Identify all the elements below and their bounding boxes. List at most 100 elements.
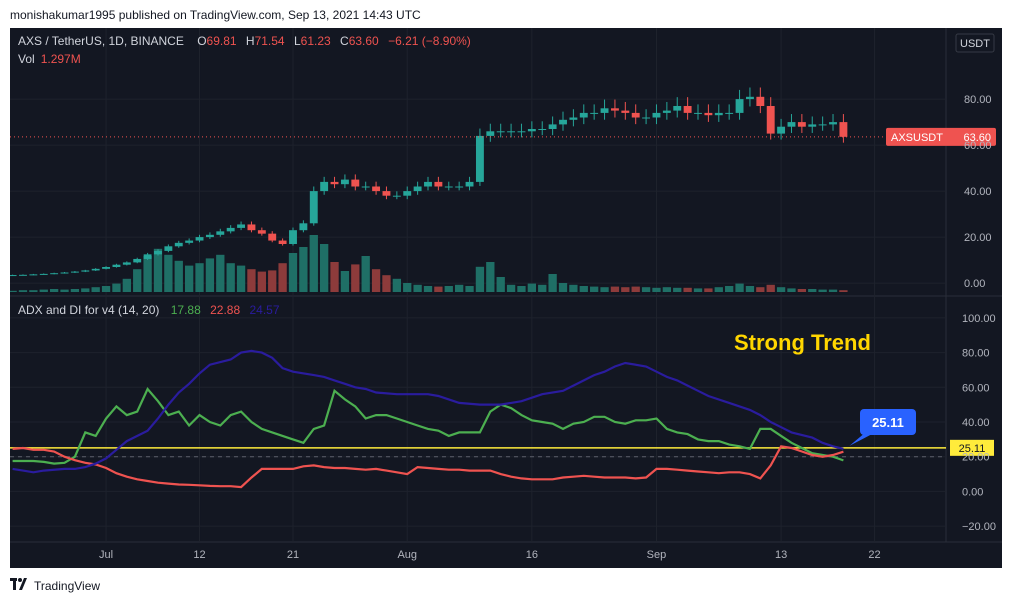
volume-bar [766, 284, 775, 292]
candle-body [704, 112, 713, 116]
volume-bar [714, 287, 723, 292]
candle-body [164, 246, 173, 251]
di-plus-line [12, 386, 844, 465]
candle-body [631, 112, 640, 118]
indicator-tick-label: 40.00 [962, 417, 990, 429]
candle-body [839, 122, 848, 137]
volume-bar [143, 256, 152, 292]
candle-body [517, 131, 526, 133]
candle-body [538, 129, 547, 130]
volume-bar [558, 283, 568, 292]
candle-body [714, 112, 723, 116]
candle-body [392, 195, 401, 197]
publish-header: monishakumar1995 published on TradingVie… [10, 8, 421, 22]
volume-bar [39, 289, 48, 292]
volume-bar [216, 254, 225, 292]
candle-body [797, 122, 806, 127]
time-tick-label: Aug [397, 549, 417, 561]
volume-bar [371, 269, 381, 292]
candle-body [340, 179, 349, 185]
candle-body [662, 110, 671, 113]
volume-bar [506, 284, 516, 292]
footer-brand: TradingView [34, 578, 101, 593]
volume-bar [174, 260, 183, 292]
level-tag-value: 25.11 [959, 443, 986, 455]
candle-body [372, 186, 381, 192]
volume-bar [205, 258, 215, 292]
time-tick-label: 16 [526, 549, 538, 561]
volume-bar [548, 274, 557, 292]
indicator-tick-label: 0.00 [962, 486, 983, 498]
adx-di-lines: 25.11 25.11 [10, 349, 994, 489]
axes-labels: 80.00 60.00 40.00 20.00 0.00 100.00 80.00 60.00… [99, 94, 996, 561]
candle-body [382, 191, 391, 196]
volume-bar [361, 256, 370, 292]
volume-bar [610, 286, 620, 292]
volume-bar [704, 288, 713, 292]
candle-body [50, 273, 59, 275]
volume-bar [101, 286, 111, 292]
candle-body [818, 124, 827, 126]
candle-body [154, 250, 162, 255]
volume-bar [392, 278, 401, 292]
chart-canvas[interactable]: AXSUSDT 63.60 25.11 25.11 80.00 60.00 40.002… [8, 28, 1002, 568]
price-tick-label: 60.00 [964, 140, 992, 152]
volume-bar [465, 286, 474, 292]
volume-bar [423, 286, 433, 292]
volume-bar [319, 244, 329, 292]
candle-body [777, 126, 786, 134]
volume-bar [112, 283, 121, 292]
candlesticks: AXSUSDT 63.60 [8, 87, 996, 277]
candle-body [756, 96, 765, 106]
volume-bar [662, 287, 672, 292]
volume-bar [351, 264, 360, 292]
candle-body [185, 240, 194, 243]
candle-body [133, 258, 142, 263]
volume-bar [683, 287, 692, 292]
volume-bar [444, 286, 453, 292]
volume-bar [673, 287, 682, 292]
volume-bar [184, 265, 194, 292]
indicator-tick-label: 80.00 [962, 348, 990, 360]
volume-bar [278, 263, 287, 292]
candle-body [309, 191, 318, 224]
candle-body [361, 186, 370, 188]
price-tag-symbol: AXSUSDT [891, 132, 943, 144]
currency-button[interactable]: USDT [955, 33, 995, 53]
legend-line: AXS / TetherUS, 1D, BINANCE O69.81 H71.5… [18, 34, 471, 48]
indicator-legend: ADX and DI for v4 (14, 20) 17.88 22.88 2… [18, 303, 280, 317]
volume-bar [268, 270, 277, 292]
chart-frame[interactable]: AXSUSDT 63.60 25.11 25.11 80.00 60.00 40.00 2… [8, 28, 1002, 568]
volume-bar [133, 269, 142, 292]
candle-body [112, 264, 121, 267]
volume-bar [236, 265, 246, 292]
candle-body [205, 234, 214, 238]
candle-body [403, 191, 412, 196]
volume-bar [725, 286, 734, 292]
volume-bar [288, 253, 298, 292]
candle-body [683, 106, 692, 113]
callout-value: 25.11 [872, 415, 904, 430]
time-tick-label: Jul [99, 549, 113, 561]
candle-body [673, 106, 682, 111]
volume-bar [756, 287, 765, 292]
candle-body [351, 179, 360, 187]
volume-bar [8, 290, 17, 292]
candle-body [60, 272, 69, 274]
volume-legend: Vol 1.297M [18, 52, 81, 66]
volume-bar [434, 286, 443, 292]
volume-bar [527, 283, 537, 292]
volume-bar [808, 289, 817, 292]
candle-body [621, 110, 630, 113]
volume-bar [569, 284, 578, 292]
volume-bar [49, 289, 59, 292]
volume-bar [818, 289, 827, 292]
candle-body [434, 181, 443, 187]
candle-body [299, 223, 308, 231]
volume-bar [776, 287, 786, 292]
callout-pointer [849, 432, 876, 446]
volume-bar [226, 263, 235, 292]
volume-bar [745, 286, 755, 292]
candle-body [610, 108, 619, 111]
price-tag: AXSUSDT 63.60 [886, 127, 996, 146]
